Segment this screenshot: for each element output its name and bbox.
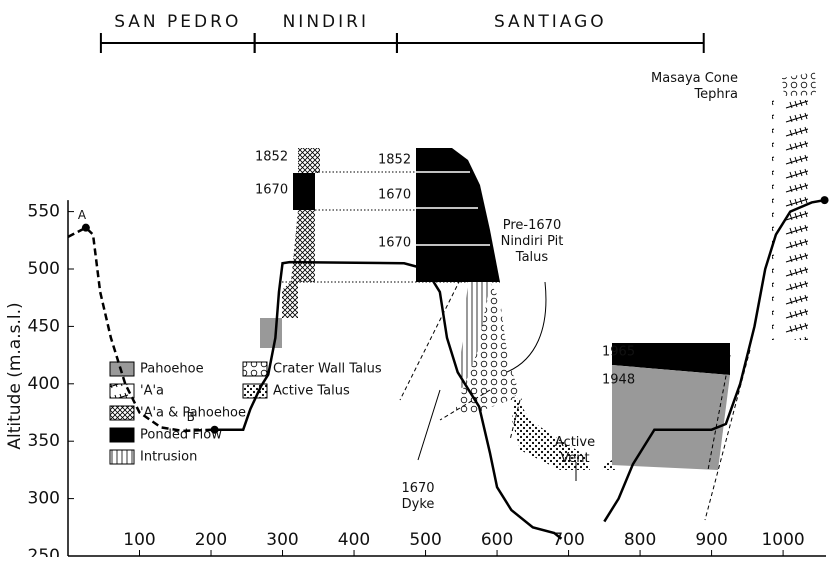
y-tick-label: 450 bbox=[28, 316, 60, 336]
x-tick-label: 800 bbox=[624, 530, 656, 550]
legend-swatch bbox=[110, 406, 134, 420]
x-tick-label: 900 bbox=[695, 530, 727, 550]
legend-label: Pahoehoe bbox=[140, 362, 204, 377]
ponded-flow bbox=[416, 148, 500, 282]
aa-pahoehoe bbox=[298, 148, 320, 173]
region-label: NINDIRI bbox=[283, 12, 369, 32]
x-tick-label: 1000 bbox=[761, 530, 804, 550]
x-tick-label: 300 bbox=[266, 530, 298, 550]
legend-swatch bbox=[110, 362, 134, 376]
legend-swatch bbox=[110, 428, 134, 442]
legend-label: Active Talus bbox=[273, 384, 350, 399]
point-label: B bbox=[187, 410, 195, 424]
legend-swatch bbox=[243, 384, 267, 398]
profile-point bbox=[211, 426, 219, 434]
region-label: SAN PEDRO bbox=[114, 12, 241, 32]
x-tick-label: 100 bbox=[123, 530, 155, 550]
y-tick-label: 300 bbox=[28, 489, 60, 509]
annotation: 1948 bbox=[602, 373, 635, 388]
profile-line bbox=[68, 228, 215, 431]
x-tick-label: 700 bbox=[552, 530, 584, 550]
annotation: 1670 bbox=[255, 183, 288, 198]
legend-swatch bbox=[243, 362, 267, 376]
ponded-flow bbox=[293, 173, 315, 210]
y-tick-label: 350 bbox=[28, 431, 60, 451]
pahoehoe bbox=[260, 318, 282, 348]
x-tick-label: 500 bbox=[409, 530, 441, 550]
legend-label: 'A'a bbox=[140, 384, 164, 399]
legend: Pahoehoe 'A'a 'A'a & Pahoehoe Ponded Flo… bbox=[110, 362, 382, 465]
y-tick-label: 500 bbox=[28, 259, 60, 279]
crater-wall-talus bbox=[782, 72, 816, 96]
annotation: 1852 bbox=[378, 153, 411, 168]
legend-label: Crater Wall Talus bbox=[273, 362, 382, 377]
y-axis-title: Altitude (m.a.s.l.) bbox=[5, 302, 25, 449]
aa-pahoehoe bbox=[291, 210, 315, 282]
profile-point bbox=[821, 196, 829, 204]
geology bbox=[260, 72, 816, 520]
annotation: 1965 bbox=[602, 345, 635, 360]
annotation: 1670 bbox=[378, 236, 411, 251]
chart: Pahoehoe 'A'a 'A'a & Pahoehoe Ponded Flo… bbox=[0, 0, 835, 557]
region-label: SANTIAGO bbox=[494, 12, 607, 32]
legend-label: Intrusion bbox=[140, 450, 197, 465]
annotation: 1670 bbox=[378, 188, 411, 203]
aa bbox=[772, 100, 808, 340]
legend-swatch bbox=[110, 384, 134, 398]
x-tick-label: 600 bbox=[481, 530, 513, 550]
y-tick-label: 400 bbox=[28, 374, 60, 394]
y-tick-label: 550 bbox=[28, 202, 60, 222]
annotation: 1852 bbox=[255, 150, 288, 165]
legend-swatch bbox=[110, 450, 134, 464]
x-tick-label: 200 bbox=[195, 530, 227, 550]
point-label: A bbox=[78, 208, 87, 222]
y-tick-label: 250 bbox=[28, 546, 60, 557]
profile-point bbox=[82, 224, 90, 232]
x-tick-label: 400 bbox=[338, 530, 370, 550]
